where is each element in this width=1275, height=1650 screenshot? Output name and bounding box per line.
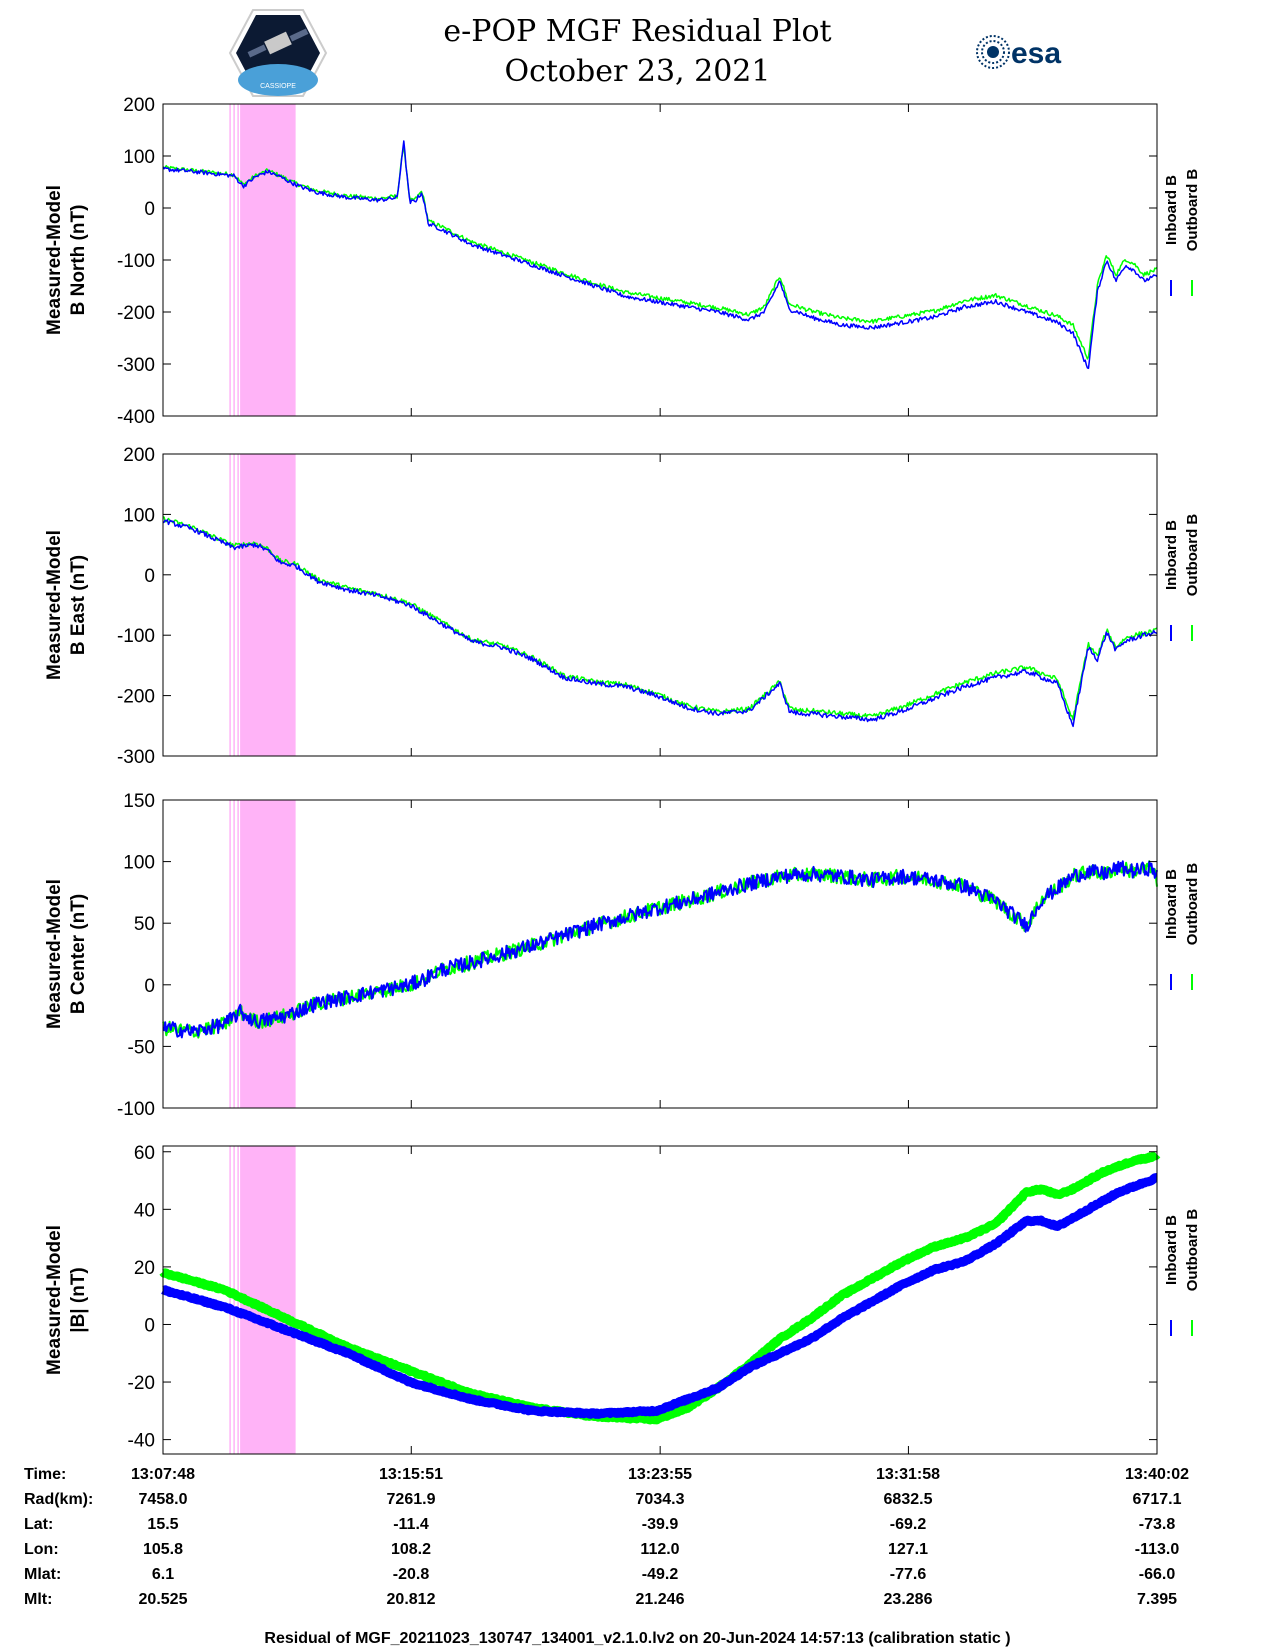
info-cell: -77.6 [889, 1566, 927, 1583]
y-axis-label: Measured-Model [44, 185, 65, 335]
info-cell: 15.5 [147, 1516, 179, 1533]
info-cell: 7458.0 [138, 1491, 188, 1508]
series-line-inboard [159, 1173, 1161, 1419]
series-line-outboard [159, 1151, 1161, 1425]
footer-note: Residual of MGF_20211023_130747_134001_v… [264, 1630, 1011, 1647]
legend-label: Inboard B [1163, 175, 1180, 245]
shaded-interval [240, 800, 296, 1108]
info-cell: 6832.5 [883, 1491, 933, 1508]
y-tick-label: 200 [123, 445, 155, 466]
legend-label: Outboard B [1184, 169, 1201, 252]
series-line-inboard [162, 140, 1158, 370]
info-cell: 6.1 [151, 1566, 175, 1583]
info-cell: -73.8 [1138, 1516, 1176, 1533]
y-tick-label: 0 [144, 1315, 155, 1336]
cassiope-logo-text: CASSIOPE [260, 83, 296, 90]
info-cell: 13:31:58 [875, 1466, 941, 1483]
info-cell: -20.8 [392, 1566, 430, 1583]
legend-label: Outboard B [1184, 863, 1201, 946]
y-tick-label: -300 [117, 355, 155, 376]
info-cell: 20.525 [138, 1591, 188, 1608]
esa-logo-text: esa [1011, 37, 1061, 70]
y-tick-label: 200 [123, 95, 155, 116]
info-row-label: Lat: [24, 1516, 54, 1533]
info-cell: -66.0 [1138, 1566, 1176, 1583]
info-row-label: Lon: [24, 1541, 59, 1558]
y-tick-label: 0 [144, 199, 155, 220]
y-tick-label: 20 [134, 1258, 155, 1279]
info-cell: 20.812 [386, 1591, 436, 1608]
y-tick-label: -300 [117, 747, 155, 768]
y-tick-label: -200 [117, 687, 155, 708]
series-line-inboard [162, 860, 1158, 1039]
chart-date: October 23, 2021 [504, 54, 771, 89]
info-cell: 13:40:02 [1124, 1466, 1190, 1483]
info-cell: 13:23:55 [627, 1466, 693, 1483]
y-axis-label: B Center (nT) [68, 894, 89, 1014]
y-tick-label: -400 [117, 407, 155, 428]
info-cell: 7034.3 [635, 1491, 685, 1508]
y-axis-label: |B| (nT) [68, 1267, 89, 1333]
info-cell: 13:07:48 [130, 1466, 196, 1483]
y-axis-label: B North (nT) [68, 205, 89, 316]
info-cell: -69.2 [889, 1516, 927, 1533]
y-tick-label: 100 [123, 505, 155, 526]
y-axis-label: Measured-Model [44, 1225, 65, 1375]
info-cell: 21.246 [635, 1591, 685, 1608]
y-tick-label: -200 [117, 303, 155, 324]
y-axis-label: Measured-Model [44, 879, 65, 1029]
y-tick-label: -20 [128, 1373, 155, 1394]
legend-label: Outboard B [1184, 514, 1201, 597]
legend-label: Inboard B [1163, 520, 1180, 590]
y-tick-label: -40 [128, 1431, 155, 1452]
info-cell: 105.8 [142, 1541, 184, 1558]
info-cell: 127.1 [887, 1541, 929, 1558]
y-axis-label: B East (nT) [68, 555, 89, 655]
info-row-label: Rad(km): [24, 1491, 94, 1508]
y-tick-label: -100 [117, 626, 155, 647]
plot-frame [162, 103, 1158, 417]
plot-frame [162, 453, 1158, 757]
info-row-label: Mlt: [24, 1591, 53, 1608]
y-axis-label: Measured-Model [44, 530, 65, 680]
cassiope-logo: CASSIOPE [228, 8, 328, 98]
info-cell: 13:15:51 [378, 1466, 444, 1483]
y-tick-label: 0 [144, 566, 155, 587]
legend-label: Outboard B [1184, 1209, 1201, 1292]
y-tick-label: 60 [134, 1143, 155, 1164]
info-cell: -49.2 [641, 1566, 679, 1583]
info-cell: -39.9 [641, 1516, 679, 1533]
y-tick-label: 150 [123, 791, 155, 812]
plot-frame [162, 799, 1158, 1109]
info-cell: 7261.9 [386, 1491, 436, 1508]
info-row-label: Mlat: [24, 1566, 62, 1583]
info-cell: 108.2 [390, 1541, 432, 1558]
y-tick-label: 40 [134, 1200, 155, 1221]
y-tick-label: -100 [117, 1099, 155, 1120]
y-tick-label: 100 [123, 147, 155, 168]
info-cell: 7.395 [1136, 1591, 1178, 1608]
series-line-inboard [162, 519, 1158, 728]
shaded-interval [240, 454, 296, 756]
series-line-outboard [162, 515, 1158, 721]
shaded-interval [240, 104, 296, 416]
legend-label: Inboard B [1163, 1215, 1180, 1285]
series-line-outboard [162, 144, 1158, 360]
info-cell: 23.286 [883, 1591, 933, 1608]
y-tick-label: 50 [134, 914, 155, 935]
series-line-outboard [162, 860, 1158, 1039]
info-cell: 112.0 [640, 1541, 680, 1558]
y-tick-label: -100 [117, 251, 155, 272]
legend-label: Inboard B [1163, 869, 1180, 939]
info-cell: 6717.1 [1132, 1491, 1182, 1508]
esa-logo: esa [975, 32, 1095, 72]
info-cell: -113.0 [1134, 1541, 1180, 1558]
y-tick-label: 100 [123, 853, 155, 874]
chart-title: e-POP MGF Residual Plot [443, 14, 832, 49]
y-tick-label: 0 [144, 976, 155, 997]
info-row-label: Time: [24, 1466, 67, 1483]
y-tick-label: -50 [128, 1037, 155, 1058]
info-cell: -11.4 [393, 1516, 429, 1533]
